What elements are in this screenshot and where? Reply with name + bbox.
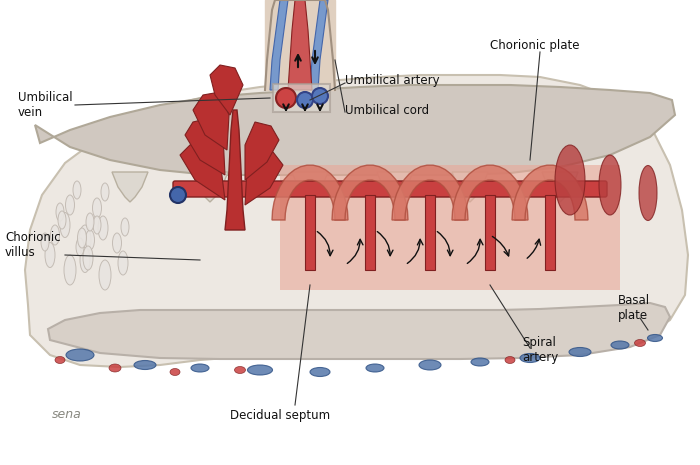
Polygon shape [193, 92, 229, 150]
Ellipse shape [248, 365, 272, 375]
Text: Umbilical
vein: Umbilical vein [18, 91, 73, 119]
Polygon shape [185, 118, 225, 175]
FancyBboxPatch shape [173, 181, 607, 197]
Ellipse shape [134, 360, 156, 370]
Ellipse shape [99, 260, 111, 290]
Polygon shape [245, 122, 279, 180]
Bar [305, 195, 315, 270]
Polygon shape [192, 172, 228, 202]
Ellipse shape [471, 358, 489, 366]
Ellipse shape [121, 218, 129, 236]
Polygon shape [225, 110, 245, 230]
Polygon shape [452, 172, 488, 202]
Ellipse shape [93, 216, 101, 234]
Ellipse shape [60, 213, 70, 238]
Ellipse shape [109, 364, 121, 372]
Ellipse shape [191, 364, 209, 372]
Text: sena: sena [52, 408, 82, 421]
Polygon shape [25, 75, 688, 367]
Ellipse shape [64, 255, 76, 285]
Polygon shape [35, 85, 675, 175]
Ellipse shape [366, 364, 384, 372]
Polygon shape [112, 172, 148, 202]
Polygon shape [392, 165, 468, 220]
Ellipse shape [599, 155, 621, 215]
Ellipse shape [45, 243, 55, 267]
Text: Chorionic
villus: Chorionic villus [5, 231, 61, 259]
Ellipse shape [101, 183, 109, 201]
Ellipse shape [634, 339, 645, 346]
Ellipse shape [83, 246, 93, 270]
Ellipse shape [78, 228, 87, 248]
Ellipse shape [419, 360, 441, 370]
Circle shape [312, 88, 328, 104]
Ellipse shape [55, 357, 65, 364]
Polygon shape [512, 165, 588, 220]
Ellipse shape [41, 233, 49, 251]
Ellipse shape [66, 195, 74, 215]
Ellipse shape [73, 181, 81, 199]
Bar [545, 195, 555, 270]
Polygon shape [272, 165, 348, 220]
Polygon shape [180, 140, 225, 200]
Ellipse shape [56, 203, 64, 221]
Circle shape [297, 92, 313, 108]
Ellipse shape [234, 366, 246, 373]
Ellipse shape [66, 349, 94, 361]
Text: Umbilical cord: Umbilical cord [345, 104, 429, 117]
Ellipse shape [555, 145, 585, 215]
Polygon shape [377, 172, 413, 202]
Polygon shape [292, 172, 328, 202]
Ellipse shape [79, 225, 91, 255]
Circle shape [170, 187, 186, 203]
Polygon shape [270, 0, 288, 90]
Ellipse shape [98, 216, 108, 240]
Bar [425, 195, 435, 270]
Polygon shape [245, 148, 283, 205]
Text: Spiral
artery: Spiral artery [522, 336, 559, 364]
Polygon shape [280, 165, 620, 290]
Ellipse shape [50, 225, 60, 245]
Ellipse shape [639, 166, 657, 220]
Ellipse shape [310, 367, 330, 377]
Ellipse shape [520, 353, 540, 363]
Polygon shape [273, 84, 330, 112]
Text: Basal
plate: Basal plate [618, 294, 650, 322]
Ellipse shape [86, 213, 94, 231]
Text: Decidual septum: Decidual septum [230, 408, 330, 421]
Polygon shape [452, 165, 528, 220]
Polygon shape [288, 0, 312, 90]
Ellipse shape [92, 198, 102, 218]
Ellipse shape [113, 233, 122, 253]
Polygon shape [210, 65, 243, 115]
Bar [485, 195, 495, 270]
Ellipse shape [611, 341, 629, 349]
Ellipse shape [170, 368, 180, 376]
Ellipse shape [58, 211, 66, 229]
Polygon shape [48, 303, 670, 359]
Bar [365, 195, 375, 270]
Ellipse shape [118, 251, 128, 275]
Ellipse shape [505, 357, 515, 364]
Polygon shape [332, 165, 408, 220]
Ellipse shape [76, 238, 84, 256]
Ellipse shape [80, 247, 90, 272]
Text: Chorionic plate: Chorionic plate [490, 39, 580, 52]
Ellipse shape [648, 334, 662, 341]
Polygon shape [542, 172, 578, 202]
Circle shape [276, 88, 296, 108]
Ellipse shape [85, 230, 94, 250]
Text: Umbilical artery: Umbilical artery [345, 73, 440, 86]
Ellipse shape [569, 347, 591, 357]
Polygon shape [310, 0, 328, 90]
